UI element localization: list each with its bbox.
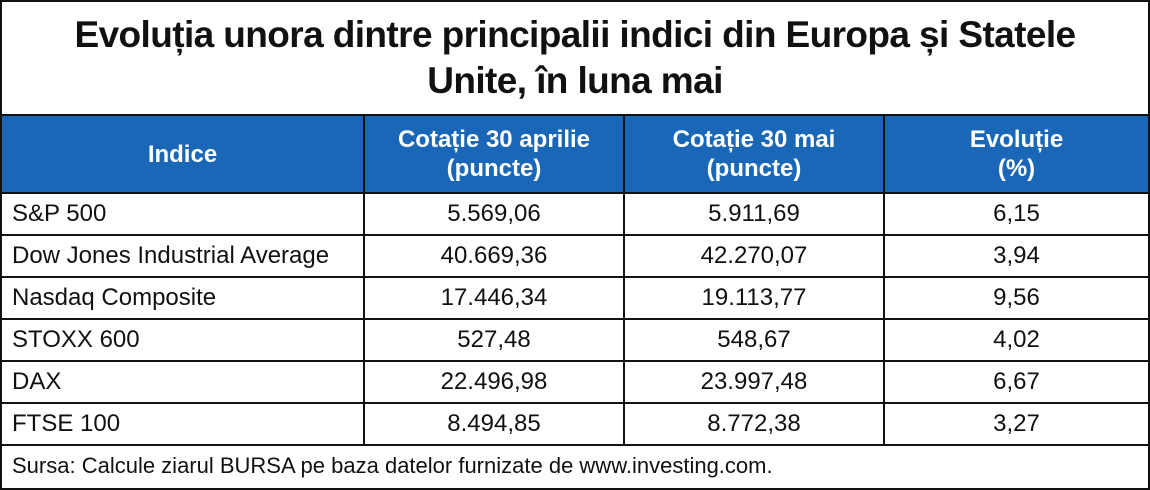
quote-may-cell: 8.772,38 (624, 403, 885, 446)
quote-may-cell: 19.113,77 (624, 277, 885, 320)
index-name-cell: STOXX 600 (2, 319, 365, 362)
quote-april-cell: 8.494,85 (364, 403, 625, 446)
change-percent-cell: 4,02 (884, 319, 1148, 362)
table-row: STOXX 600 527,48 548,67 4,02 (2, 319, 1148, 362)
table-row: FTSE 100 8.494,85 8.772,38 3,27 (2, 403, 1148, 446)
column-header-unit: (%) (997, 155, 1036, 182)
index-name-cell: Nasdaq Composite (2, 277, 365, 320)
change-percent-cell: 9,56 (884, 277, 1148, 320)
quote-may-cell: 23.997,48 (624, 361, 885, 404)
column-header-evolutie: Evoluție (%) (884, 116, 1148, 194)
table-row: Nasdaq Composite 17.446,34 19.113,77 9,5… (2, 277, 1148, 320)
change-percent-cell: 6,67 (884, 361, 1148, 404)
index-name-cell: Dow Jones Industrial Average (2, 235, 365, 278)
table-row: S&P 500 5.569,06 5.911,69 6,15 (2, 193, 1148, 236)
index-name-cell: FTSE 100 (2, 403, 365, 446)
index-name-cell: S&P 500 (2, 193, 365, 236)
change-percent-cell: 3,27 (884, 403, 1148, 446)
table-header-row: Indice Cotație 30 aprilie (puncte) Cotaț… (2, 116, 1148, 194)
quote-may-cell: 548,67 (624, 319, 885, 362)
quote-april-cell: 22.496,98 (364, 361, 625, 404)
change-percent-cell: 3,94 (884, 235, 1148, 278)
indices-table: Indice Cotație 30 aprilie (puncte) Cotaț… (2, 116, 1148, 446)
column-header-line: Evoluție (969, 126, 1064, 153)
column-header-line: Cotație 30 mai (672, 126, 836, 153)
table-row: Dow Jones Industrial Average 40.669,36 4… (2, 235, 1148, 278)
column-header-indice: Indice (2, 116, 365, 194)
quote-april-cell: 527,48 (364, 319, 625, 362)
column-header-unit: (puncte) (446, 155, 542, 182)
change-percent-cell: 6,15 (884, 193, 1148, 236)
column-header-line: Cotație 30 aprilie (397, 126, 591, 153)
column-header-unit: (puncte) (706, 155, 802, 182)
index-name-cell: DAX (2, 361, 365, 404)
quote-april-cell: 40.669,36 (364, 235, 625, 278)
quote-april-cell: 5.569,06 (364, 193, 625, 236)
quote-april-cell: 17.446,34 (364, 277, 625, 320)
quote-may-cell: 42.270,07 (624, 235, 885, 278)
column-header-line: Indice (147, 140, 218, 168)
page-title: Evoluția unora dintre principalii indici… (2, 2, 1148, 116)
source-note: Sursa: Calcule ziarul BURSA pe baza date… (12, 453, 773, 478)
column-header-cotatie-aprilie: Cotație 30 aprilie (puncte) (364, 116, 625, 194)
column-header-cotatie-mai: Cotație 30 mai (puncte) (624, 116, 885, 194)
table-row: DAX 22.496,98 23.997,48 6,67 (2, 361, 1148, 404)
quote-may-cell: 5.911,69 (624, 193, 885, 236)
